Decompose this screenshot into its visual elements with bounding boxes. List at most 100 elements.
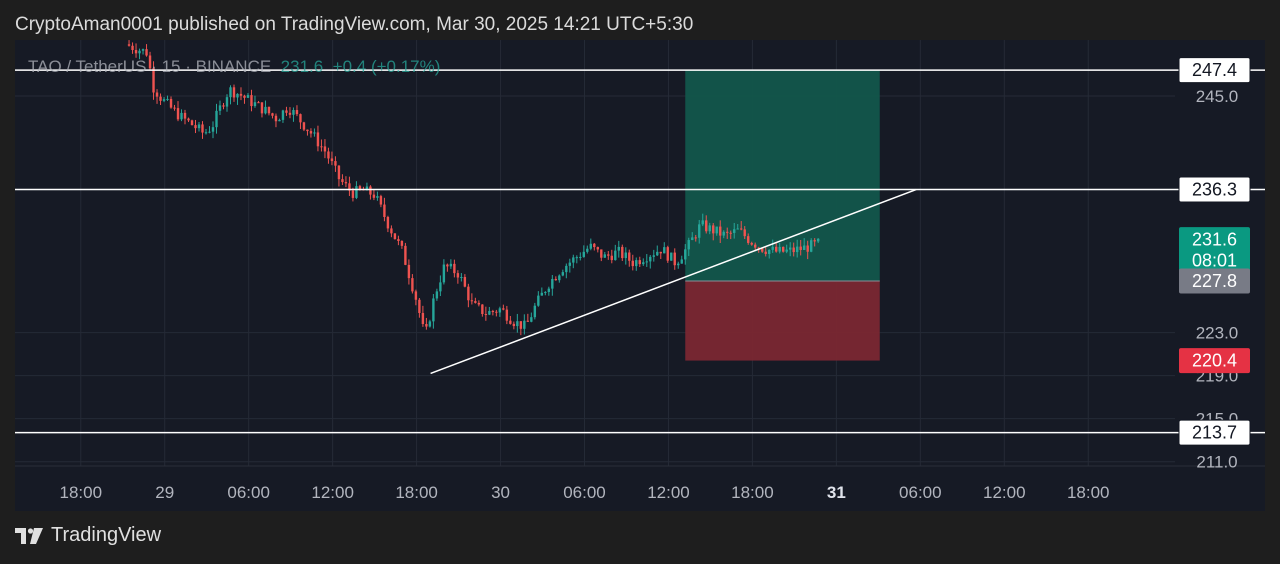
candle-down (792, 242, 795, 257)
candle-body (467, 286, 470, 301)
candle-body (376, 196, 379, 198)
candle-down (463, 274, 467, 288)
candle-up (809, 238, 813, 253)
candle-up (264, 100, 267, 115)
candle-down (729, 230, 732, 240)
candle-down (152, 61, 155, 100)
candle-body (719, 226, 722, 236)
candle-body (383, 204, 386, 217)
candle-up (568, 258, 572, 273)
candle-body (194, 125, 197, 129)
candle-body (285, 110, 288, 113)
candle-down (330, 151, 334, 166)
candle-body (414, 291, 418, 300)
candle-body (232, 87, 236, 98)
candle-body (407, 264, 411, 279)
y-tick-label: 223.0 (1196, 324, 1239, 343)
candle-body (771, 246, 774, 250)
candle-body (313, 132, 316, 134)
candle-down (400, 240, 404, 249)
candle-up (229, 85, 232, 105)
candle-body (344, 182, 348, 184)
candle-up (141, 48, 145, 55)
x-tick-label: 18:00 (395, 483, 438, 502)
price-label-countdown: 08:01 (1192, 251, 1237, 271)
candle-down (628, 249, 631, 267)
candle-down (404, 242, 407, 266)
candle-up (795, 239, 799, 258)
candle-body (519, 321, 523, 329)
candle-body (477, 302, 481, 305)
candle-body (617, 246, 620, 251)
candle-body (372, 194, 376, 198)
candle-up (253, 95, 257, 108)
candle-body (351, 190, 355, 198)
x-tick-label: 29 (155, 483, 174, 502)
tradingview-brand[interactable]: TradingView (15, 524, 161, 547)
candle-body (390, 228, 393, 234)
candle-down (456, 270, 460, 284)
candle-body (680, 259, 683, 264)
symbol-separator: · (151, 57, 157, 76)
candle-body (176, 108, 180, 120)
candle-down (621, 244, 624, 261)
candle-up (278, 118, 281, 122)
candle-body (418, 299, 421, 313)
candle-body (488, 311, 491, 315)
candle-body (215, 110, 218, 128)
candle-body (582, 251, 586, 257)
symbol-interval: 15 (161, 57, 181, 76)
candle-body (131, 45, 134, 51)
price-label-text: 227.8 (1192, 271, 1237, 291)
candle-up (204, 128, 208, 135)
candle-up (589, 238, 593, 251)
candle-down (306, 129, 309, 136)
candle-up (313, 128, 316, 137)
candle-body (470, 300, 474, 302)
candle-body (201, 124, 204, 133)
candle-body (694, 237, 697, 239)
candle-body (169, 98, 173, 108)
price-label-text: 247.4 (1192, 60, 1237, 80)
candle-body (145, 49, 148, 56)
candle-up (460, 273, 463, 282)
candle-up (656, 245, 659, 257)
candle-body (456, 273, 460, 278)
candle-down (719, 220, 722, 244)
candle-up (708, 222, 711, 235)
candle-body (397, 239, 400, 241)
candle-body (715, 226, 718, 234)
candle-body (264, 106, 267, 114)
candle-body (460, 277, 463, 279)
candle-body (271, 113, 274, 116)
candle-body (474, 301, 477, 303)
candle-body (705, 220, 708, 232)
candle-body (155, 92, 159, 97)
candle-body (260, 102, 264, 114)
candle-down (743, 226, 746, 240)
candle-body (540, 292, 544, 296)
candle-body (495, 311, 498, 313)
candle-body (502, 308, 505, 310)
candles (127, 40, 820, 336)
candle-down (397, 235, 400, 246)
candle-body (792, 247, 795, 253)
candle-body (736, 228, 739, 230)
candle-up (225, 94, 229, 112)
loss-zone (685, 280, 880, 361)
candle-down (607, 251, 610, 260)
candle-up (292, 107, 295, 122)
chart-pane[interactable]: 211.0 215.0 219.0 223.0 245.0 18:00 29 06:00 12:… (15, 40, 1265, 511)
candle-body (512, 323, 516, 327)
candle-down (813, 238, 816, 247)
candle-body (334, 161, 337, 166)
candle-body (421, 312, 425, 324)
candle-down (267, 106, 271, 116)
candle-body (379, 196, 383, 205)
candle-body (544, 291, 547, 293)
candle-body (306, 129, 309, 132)
candle-body (257, 102, 260, 104)
candle-up (698, 219, 701, 244)
candle-body (645, 261, 648, 263)
